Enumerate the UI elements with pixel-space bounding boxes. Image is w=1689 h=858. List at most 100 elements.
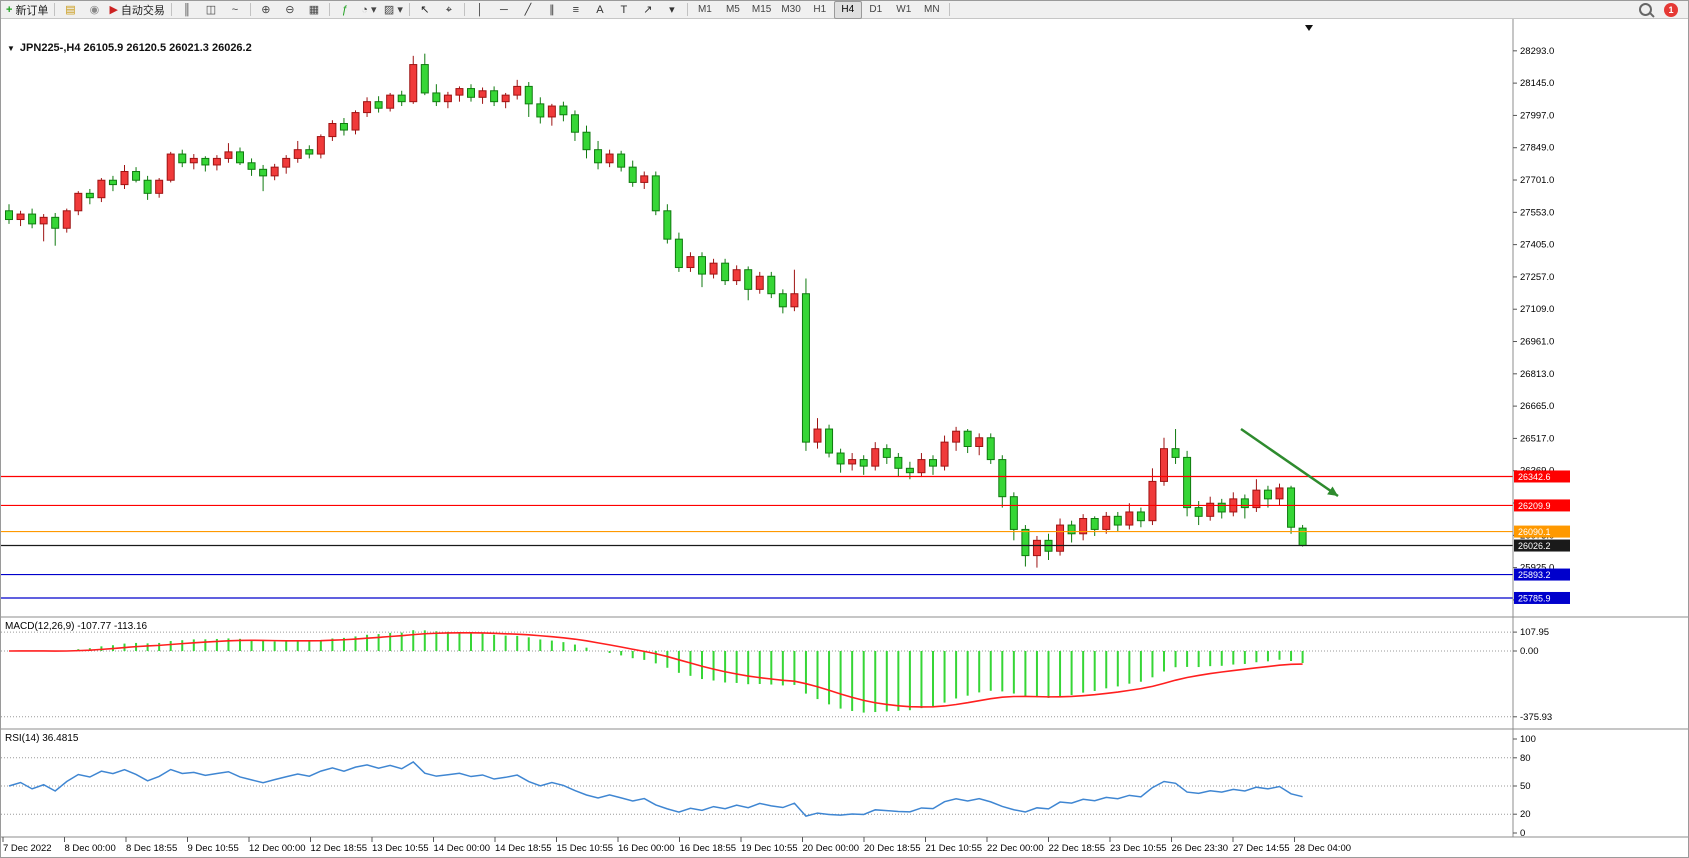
candle [767,271,776,299]
horizontal-line-icon: ─ [499,3,508,16]
symbol-collapse-icon[interactable]: ▼ [7,43,15,53]
candle [85,188,94,205]
price-axis-label: 26813.0 [1520,369,1554,380]
timeframe-h4-button[interactable]: H4 [833,1,862,19]
toolbar-group: ▤ ◉ ▶ 自动交易 [58,1,167,19]
cursor-icon: ↖ [420,3,430,16]
candle [963,429,972,454]
bar-chart-button[interactable]: ║ [175,1,199,19]
autotrading-icon: ▶ [109,3,118,16]
macd-histogram [19,630,1304,713]
horizontal-line-button[interactable]: ─ [492,1,516,19]
candle [859,455,868,475]
candle [651,171,660,216]
chart-canvas[interactable]: 28293.0 28145.0 27997.0 27849.0 27701.0 27553… [1,19,1689,858]
fibonacci-button[interactable]: ≡ [564,1,588,19]
cursor-button[interactable]: ↖ [413,1,437,19]
indicators-icon: ƒ [341,3,348,16]
toolbar-group: M1 M5 M15 M30 H1 H4 D1 W1 MN [691,1,946,19]
time-axis-label: 8 Dec 00:00 [65,843,116,854]
timeframe-w1-button[interactable]: W1 [896,4,912,15]
templates-dropdown-button[interactable]: ▨ ▾ [381,1,406,19]
candle [1217,498,1226,519]
candle [709,258,718,279]
candle [825,424,834,458]
candle [929,455,937,475]
trendline-button[interactable]: ╱ [516,1,540,19]
notification-badge[interactable]: 1 [1664,2,1678,17]
templates-dropdown-icon: ▨ ▾ [383,3,403,16]
search-icon [1638,3,1652,16]
candle [1102,511,1111,534]
time-axis-label: 16 Dec 18:55 [680,843,737,854]
price-axis-label: 26517.0 [1520,433,1554,444]
timeframe-d1-button[interactable]: D1 [869,4,883,15]
text-button[interactable]: A [588,1,612,19]
toolbar-separator [170,3,172,16]
alerts-button[interactable]: ◉ [82,1,106,19]
timeframe-mn-button[interactable]: MN [924,4,940,15]
periods-dropdown-icon: ◔ ▾ [361,3,377,16]
chart-shift-marker[interactable] [1305,25,1313,31]
periods-dropdown-button[interactable]: ◔ ▾ [357,1,381,19]
time-axis-label: 20 Dec 18:55 [864,843,921,854]
zoom-in-icon: ⊕ [261,3,271,16]
zoom-in-button[interactable]: ⊕ [254,1,278,19]
timeframe-m30-button[interactable]: M30 [781,4,801,15]
candle [178,149,187,168]
candle [1113,511,1122,532]
toolbar-separator [249,3,251,16]
time-axis-label: 14 Dec 18:55 [495,843,552,854]
time-axis-label: 15 Dec 10:55 [557,843,614,854]
search-button[interactable] [1633,1,1657,19]
crosshair-button[interactable]: ⌖ [437,1,461,19]
time-axis[interactable] [1,837,1689,858]
text-label-button[interactable]: T [612,1,636,19]
time-axis-label: 20 Dec 00:00 [803,843,860,854]
price-axis[interactable] [1513,19,1689,837]
channel-button[interactable]: ∥ [540,1,564,19]
candle [813,418,822,449]
candle [443,91,452,109]
price-line-label-text: 26342.6 [1518,472,1551,482]
toolbar-group: + 新订单 [3,1,51,19]
vertical-line-button[interactable]: │ [468,1,492,19]
line-chart-button[interactable]: ~ [223,1,247,19]
new-order-button[interactable]: + 新订单 [3,1,51,19]
zoom-out-button[interactable]: ⊖ [278,1,302,19]
bar-chart-icon: ║ [183,3,191,16]
timeframe-m1-button[interactable]: M1 [697,4,712,15]
fibonacci-icon: ≡ [572,3,580,16]
price-line-label-25785.9: 25785.9 [1514,591,1570,604]
indicators-button[interactable]: ƒ [333,1,357,19]
price-axis-label: 27405.0 [1520,240,1554,251]
tile-windows-button[interactable]: ▦ [302,1,326,19]
trendline-icon: ╱ [524,3,532,16]
candle [952,426,961,451]
candle [513,79,522,100]
channel-icon: ∥ [549,3,555,16]
candlestick-chart-button[interactable]: ◫ [199,1,223,19]
timeframe-m5-button[interactable]: M5 [725,4,740,15]
price-axis-label: 28145.0 [1520,78,1554,89]
time-axis-label: 16 Dec 00:00 [618,843,675,854]
candle [120,164,129,189]
toolbar-separator [408,3,410,16]
chart-background[interactable] [1,19,1689,858]
time-axis-label: 8 Dec 18:55 [126,843,177,854]
autotrading-button[interactable]: ▶ 自动交易 [106,1,167,19]
trend-arrow-annotation[interactable] [1240,428,1339,498]
price-axis-label: 27997.0 [1520,110,1554,121]
timeframe-h1-button[interactable]: H1 [813,4,827,15]
time-axis-label: 14 Dec 00:00 [434,843,491,854]
candle [663,204,672,244]
arrows-button[interactable]: ↗ [636,1,660,19]
candle [5,204,13,224]
timeframe-m15-button[interactable]: M15 [751,4,772,15]
candle [189,154,198,170]
charts-window-button[interactable]: ▤ [58,1,82,19]
candle [51,212,60,246]
crosshair-icon: ⌖ [445,3,452,16]
tile-windows-icon: ▦ [308,3,320,16]
objects-dropdown-button[interactable]: ▾ [660,1,684,19]
